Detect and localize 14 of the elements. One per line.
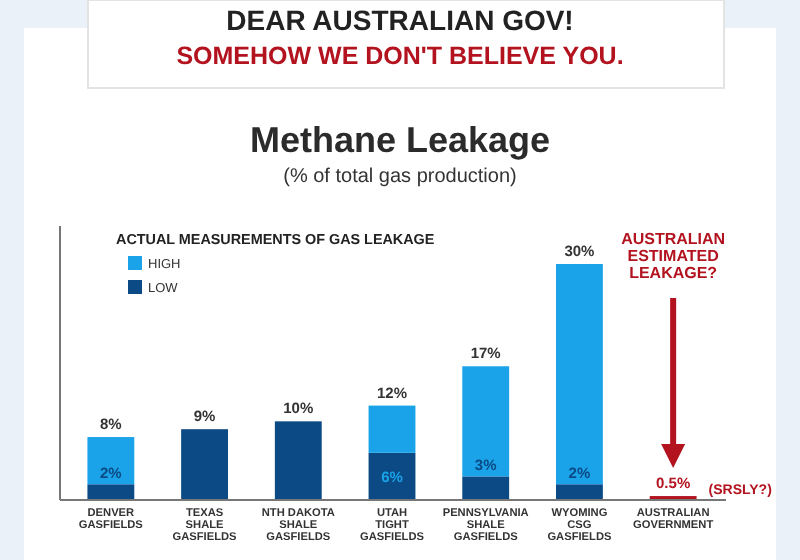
bar (462, 476, 510, 500)
bar (556, 264, 603, 485)
text: DEAR AUSTRALIAN GOV! (226, 4, 574, 36)
chart-subtitle: (% of total gas production) (283, 166, 517, 188)
bar (368, 405, 416, 453)
bar (556, 484, 603, 500)
chart-title: Methane Leakage (249, 120, 551, 160)
annotation: AUSTRALIAN ESTIMATED LEAKAGE? (621, 230, 726, 282)
bar (87, 484, 135, 500)
bar (274, 421, 322, 500)
bar (462, 366, 510, 477)
text: SOMEHOW WE DON'T BELIEVE YOU. (176, 42, 624, 70)
bar (87, 437, 135, 485)
bar (181, 429, 228, 500)
